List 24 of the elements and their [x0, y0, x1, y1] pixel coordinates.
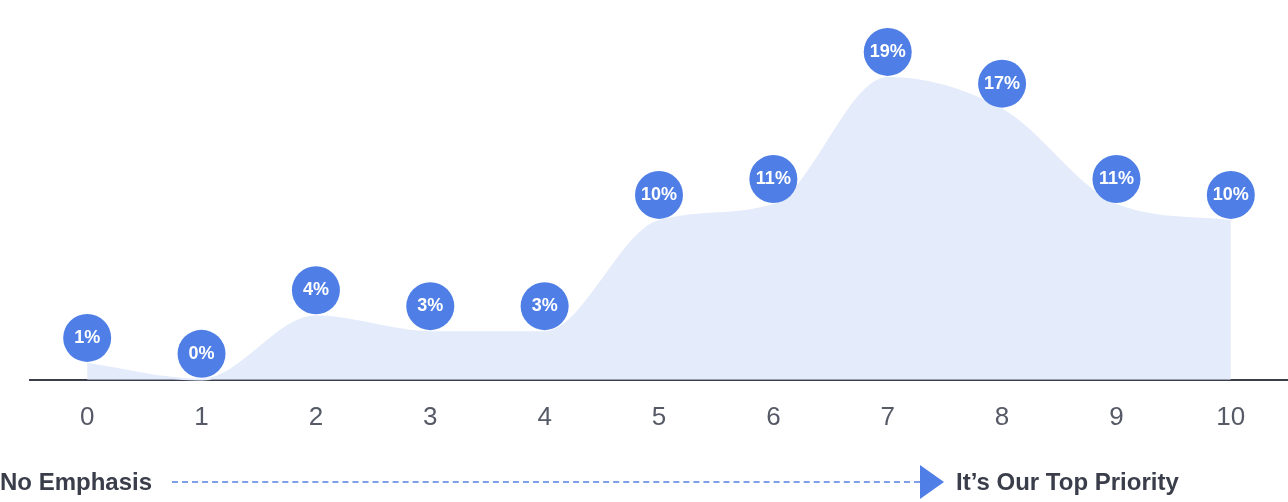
data-label: 19% [869, 40, 906, 61]
x-tick-label: 8 [994, 400, 1010, 431]
text: No Emphasis [0, 468, 153, 496]
data-label: 11% [1098, 167, 1134, 188]
x-tick-label: 9 [1109, 400, 1124, 431]
x-tick-label: 5 [651, 400, 667, 431]
x-tick-label: 4 [537, 400, 552, 431]
data-label: 11% [755, 167, 791, 188]
data-label: 10% [640, 183, 678, 204]
data-label: 0% [188, 342, 215, 363]
x-tick-label: 10 [1216, 400, 1246, 431]
text: It’s Our Top Priority [956, 468, 1179, 496]
data-label: 4% [302, 279, 329, 300]
x-tick-label: 1 [194, 400, 209, 431]
x-tick-label: 6 [766, 400, 781, 431]
x-tick-label: 3 [423, 400, 438, 431]
data-label: 3% [531, 295, 558, 316]
data-label: 10% [1212, 183, 1249, 204]
data-label: 3% [417, 295, 444, 316]
x-tick-label: 7 [880, 400, 895, 431]
x-tick-label: 2 [308, 400, 324, 431]
x-tick-label: 0 [79, 400, 95, 431]
data-label: 17% [984, 72, 1021, 93]
data-label: 1% [74, 326, 101, 347]
